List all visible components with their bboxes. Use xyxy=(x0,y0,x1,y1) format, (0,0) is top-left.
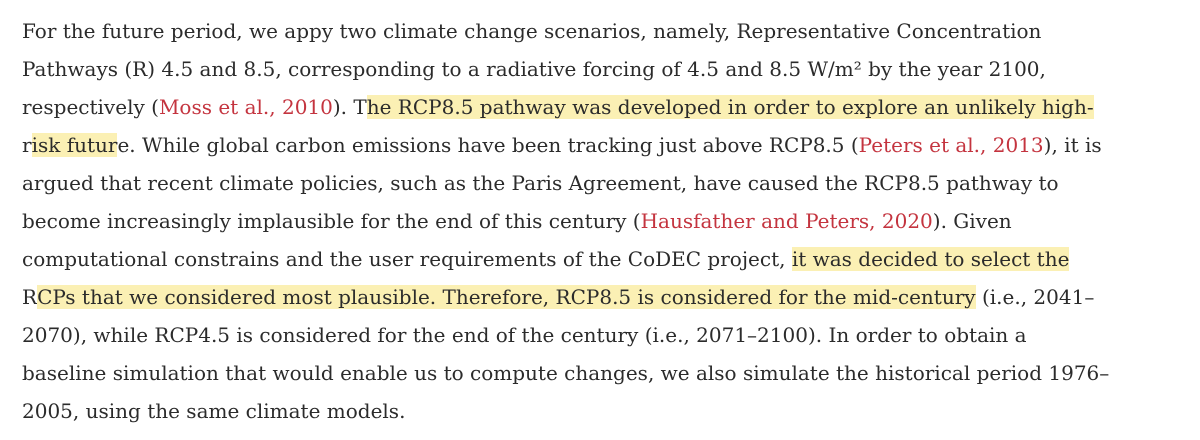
citation-link[interactable]: Moss et al., 2010 xyxy=(158,95,333,119)
text-line: 2070), while RCP4.5 is considered for th… xyxy=(22,316,1192,354)
text-line: respectively (Moss et al., 2010). The RC… xyxy=(22,88,1192,126)
text-line: For the future period, we appy two clima… xyxy=(22,12,1192,50)
text-run: baseline simulation that would enable us… xyxy=(22,361,1110,385)
text-line: RCPs that we considered most plausible. … xyxy=(22,278,1192,316)
text-line: Pathways (R) 4.5 and 8.5, corresponding … xyxy=(22,50,1192,88)
text-run: ). T xyxy=(332,95,367,119)
highlighted-text: CPs that we considered most plausible. T… xyxy=(37,285,976,309)
text-run: For the future period, we appy two clima… xyxy=(22,19,1042,43)
text-run: (i.e., 2041– xyxy=(975,285,1095,309)
text-line: computational constrains and the user re… xyxy=(22,240,1192,278)
text-run: ), it is xyxy=(1043,133,1102,157)
text-run: r xyxy=(22,133,32,157)
text-line: 2005, using the same climate models. xyxy=(22,392,1192,430)
text-run: become increasingly implausible for the … xyxy=(22,209,641,233)
citation-link[interactable]: Hausfather and Peters, 2020 xyxy=(640,209,933,233)
citation-link[interactable]: Peters et al., 2013 xyxy=(858,133,1044,157)
text-line: become increasingly implausible for the … xyxy=(22,202,1192,240)
text-run: e. While global carbon emissions have be… xyxy=(117,133,859,157)
text-run: ). Given xyxy=(932,209,1012,233)
text-line: argued that recent climate policies, suc… xyxy=(22,164,1192,202)
paragraph: For the future period, we appy two clima… xyxy=(22,12,1192,430)
highlighted-text: isk futur xyxy=(31,133,118,157)
text-run: 2070), while RCP4.5 is considered for th… xyxy=(22,323,1027,347)
text-run: argued that recent climate policies, suc… xyxy=(22,171,1059,195)
text-run: respectively ( xyxy=(22,95,159,119)
text-run: R xyxy=(22,285,38,309)
highlighted-text: it was decided to select the xyxy=(791,247,1070,271)
text-run: computational constrains and the user re… xyxy=(22,247,792,271)
text-run: 2005, using the same climate models. xyxy=(22,399,406,423)
highlighted-text: he RCP8.5 pathway was developed in order… xyxy=(366,95,1094,119)
text-line: baseline simulation that would enable us… xyxy=(22,354,1192,392)
text-line: risk future. While global carbon emissio… xyxy=(22,126,1192,164)
text-run: Pathways (R) 4.5 and 8.5, corresponding … xyxy=(22,57,1046,81)
